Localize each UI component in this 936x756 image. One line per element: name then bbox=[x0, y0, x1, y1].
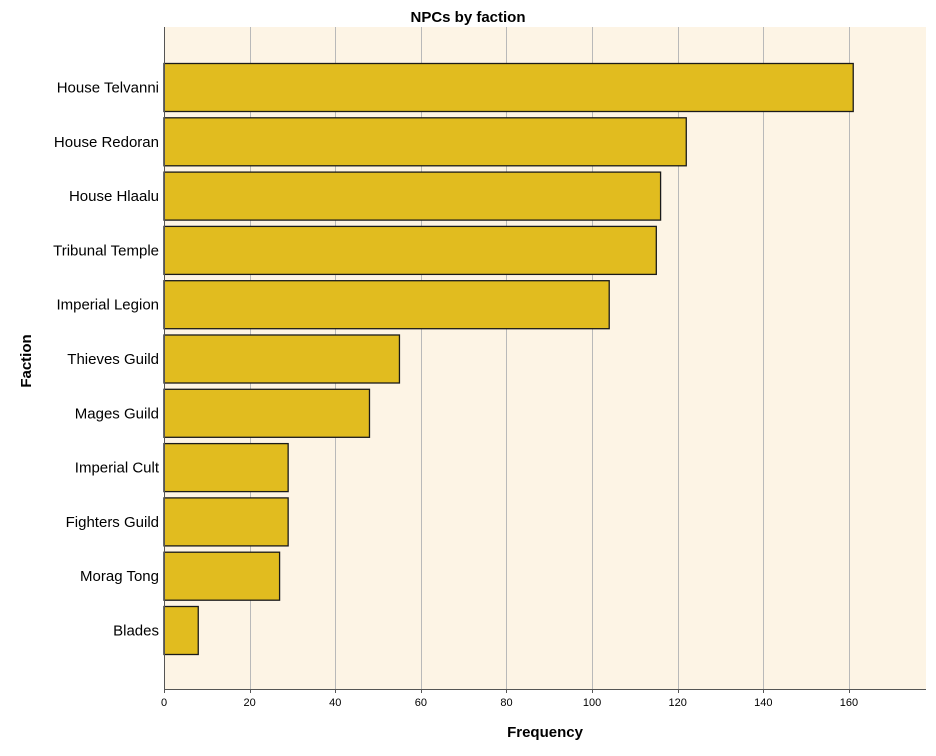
y-axis-title: Faction bbox=[18, 334, 35, 387]
x-tick-label-140: 140 bbox=[754, 697, 772, 709]
category-label: Mages Guild bbox=[75, 405, 159, 422]
category-label: Morag Tong bbox=[80, 568, 159, 585]
bar-house-redoran bbox=[163, 117, 687, 167]
category-label: Imperial Cult bbox=[75, 460, 160, 477]
category-label: House Hlaalu bbox=[69, 188, 159, 205]
bar-imperial-legion bbox=[163, 280, 610, 330]
bar-morag-tong bbox=[163, 551, 281, 601]
category-label: House Telvanni bbox=[57, 80, 159, 97]
x-tick-label-60: 60 bbox=[415, 697, 427, 709]
chart-title: NPCs by faction bbox=[410, 9, 525, 26]
bar-fighters-guild bbox=[163, 497, 289, 547]
bar-blades bbox=[163, 605, 199, 656]
bar-tribunal-temple bbox=[163, 225, 657, 276]
category-label: Blades bbox=[113, 623, 159, 640]
category-label: Tribunal Temple bbox=[53, 242, 159, 259]
category-label: Fighters Guild bbox=[66, 514, 159, 531]
x-tick-label-160: 160 bbox=[840, 697, 858, 709]
bar-thieves-guild bbox=[163, 334, 401, 384]
x-axis-title: Frequency bbox=[507, 724, 584, 741]
x-tick-label-100: 100 bbox=[583, 697, 601, 709]
bar-imperial-cult bbox=[163, 442, 289, 493]
y-axis-category-labels: House Telvanni House Redoran House Hlaalu T… bbox=[53, 80, 160, 640]
x-tick-label-40: 40 bbox=[329, 697, 341, 709]
category-label: Imperial Legion bbox=[56, 297, 159, 314]
category-label: House Redoran bbox=[54, 134, 159, 151]
category-label: Thieves Guild bbox=[67, 351, 159, 368]
x-tick-label-80: 80 bbox=[500, 697, 512, 709]
bar-house-telvanni bbox=[163, 62, 854, 113]
bars bbox=[163, 62, 854, 656]
x-tick-label-120: 120 bbox=[669, 697, 687, 709]
bar-mages-guild bbox=[163, 388, 371, 438]
x-axis-ticks: 0 20 40 60 80 100 120 140 160 bbox=[161, 689, 858, 709]
x-tick-label-20: 20 bbox=[243, 697, 255, 709]
x-tick-label-0: 0 bbox=[161, 697, 167, 709]
bar-house-hlaalu bbox=[163, 171, 662, 221]
